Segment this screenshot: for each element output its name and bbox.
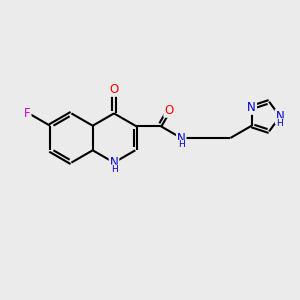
- Text: N: N: [247, 101, 256, 114]
- Text: H: H: [178, 140, 185, 149]
- Text: H: H: [111, 165, 117, 174]
- Text: H: H: [277, 118, 283, 127]
- Text: N: N: [110, 156, 118, 169]
- Text: F: F: [24, 107, 31, 120]
- Text: N: N: [177, 131, 186, 145]
- Text: O: O: [164, 104, 173, 117]
- Text: N: N: [276, 110, 284, 123]
- Text: O: O: [110, 83, 118, 96]
